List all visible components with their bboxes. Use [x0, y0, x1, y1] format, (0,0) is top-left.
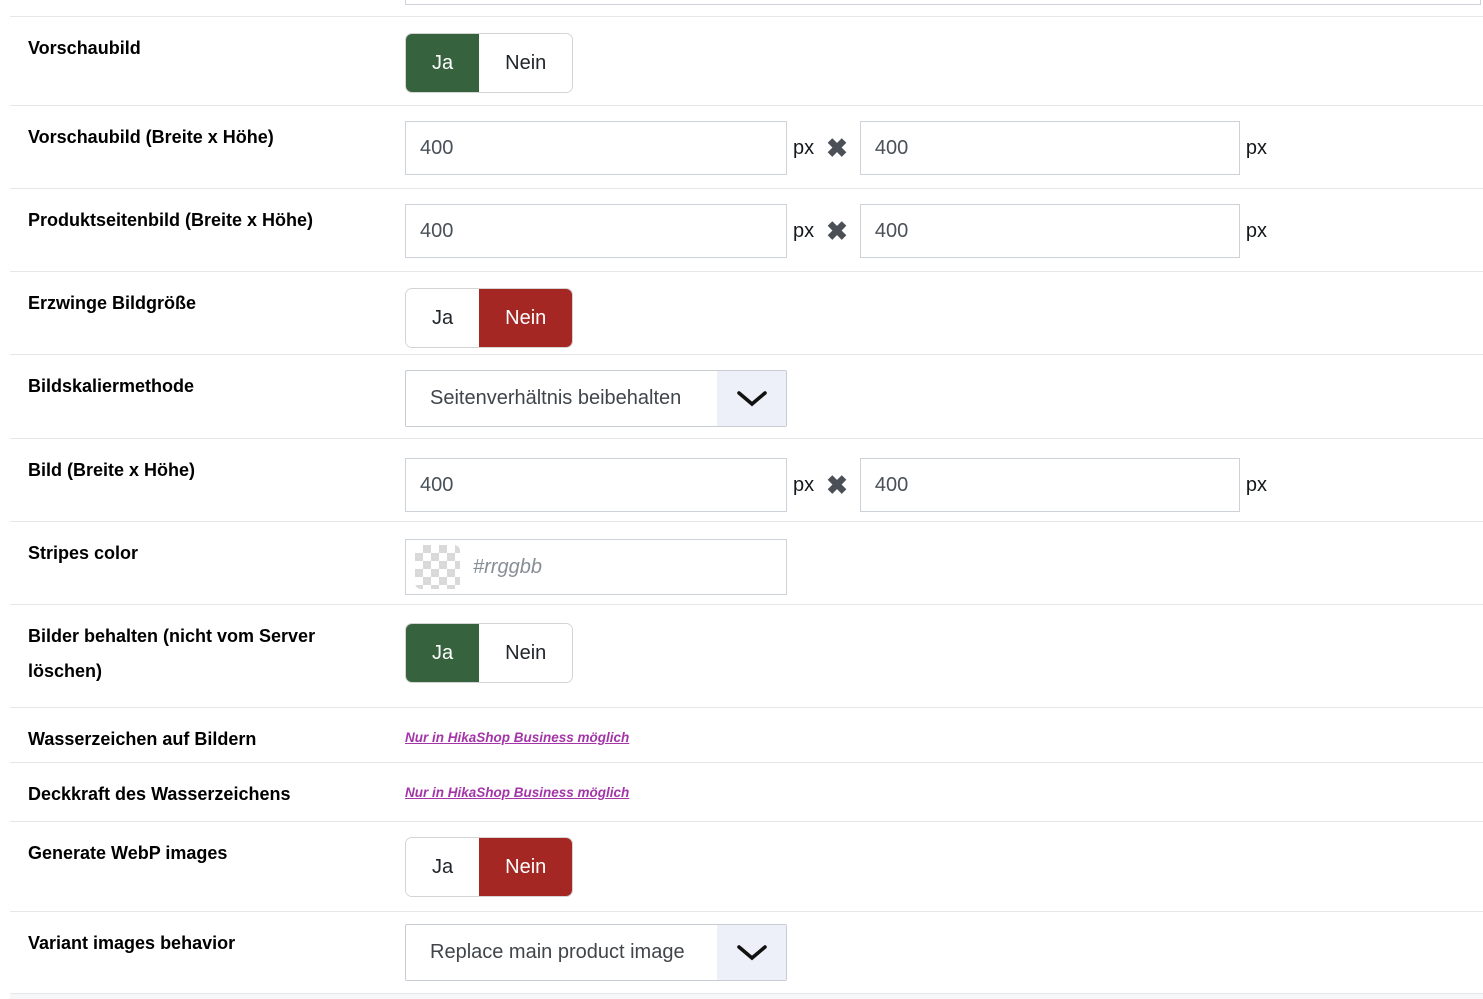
bild-size-label: Bild (Breite x Höhe): [10, 439, 405, 488]
stripes-color-input[interactable]: #rrggbb: [405, 539, 787, 595]
row-bildskaliermethode: Bildskaliermethode Seitenverhältnis beib…: [10, 354, 1483, 438]
chevron-down-icon: [717, 925, 786, 980]
x-separator-icon: ✖: [826, 121, 848, 175]
vorschaubild-label: Vorschaubild: [10, 17, 405, 66]
row-stripes-color: Stripes color #rrggbb: [10, 521, 1483, 604]
row-generate-webp: Generate WebP images Ja Nein: [10, 821, 1483, 911]
bildskaliermethode-label: Bildskaliermethode: [10, 355, 405, 404]
bilder-behalten-label: Bilder behalten (nicht vom Server lösche…: [10, 605, 405, 689]
row-bilder-behalten: Bilder behalten (nicht vom Server lösche…: [10, 604, 1483, 707]
vorschaubild-ja-button[interactable]: Ja: [406, 34, 479, 92]
hikashop-business-link[interactable]: Nur in HikaShop Business möglich: [405, 785, 629, 800]
x-separator-icon: ✖: [826, 458, 848, 512]
transparency-swatch-icon: [415, 545, 460, 589]
row-produktseitenbild-size: Produktseitenbild (Breite x Höhe) px ✖ p…: [10, 188, 1483, 271]
bilder-behalten-ja-button[interactable]: Ja: [406, 624, 479, 682]
stripes-color-placeholder: #rrggbb: [473, 556, 542, 579]
erzwinge-bildgroesse-nein-button[interactable]: Nein: [479, 289, 572, 347]
generate-webp-label: Generate WebP images: [10, 822, 405, 871]
erzwinge-bildgroesse-label: Erzwinge Bildgröße: [10, 272, 405, 321]
generate-webp-toggle: Ja Nein: [405, 837, 573, 897]
x-separator-icon: ✖: [826, 204, 848, 258]
bild-breite-unit: px: [793, 458, 814, 512]
previous-field-input[interactable]: [405, 0, 1481, 5]
stripes-color-label: Stripes color: [10, 522, 405, 571]
row-bild-size: Bild (Breite x Höhe) px ✖ px: [10, 438, 1483, 521]
variant-images-selected-value: Replace main product image: [406, 925, 717, 980]
produktseitenbild-breite-input[interactable]: [405, 204, 787, 258]
vorschaubild-size-label: Vorschaubild (Breite x Höhe): [10, 106, 405, 155]
chevron-down-icon: [717, 371, 786, 426]
wasserzeichen-label: Wasserzeichen auf Bildern: [10, 708, 405, 757]
deckkraft-wasserzeichen-label: Deckkraft des Wasserzeichens: [10, 763, 405, 812]
vorschaubild-breite-input[interactable]: [405, 121, 787, 175]
generate-webp-nein-button[interactable]: Nein: [479, 838, 572, 896]
bild-hoehe-input[interactable]: [860, 458, 1240, 512]
hikashop-business-link[interactable]: Nur in HikaShop Business möglich: [405, 730, 629, 745]
vorschaubild-nein-button[interactable]: Nein: [479, 34, 572, 92]
row-variant-images: Variant images behavior Replace main pro…: [10, 911, 1483, 993]
bilder-behalten-nein-button[interactable]: Nein: [479, 624, 572, 682]
hikashop-images-settings-panel: Vorschaubild Ja Nein Vorschaubild (Breit…: [0, 0, 1483, 999]
bild-hoehe-unit: px: [1246, 458, 1267, 512]
row-erzwinge-bildgroesse: Erzwinge Bildgröße Ja Nein: [10, 271, 1483, 354]
row-deckkraft-wasserzeichen: Deckkraft des Wasserzeichens Nur in Hika…: [10, 762, 1483, 821]
row-vorschaubild-size: Vorschaubild (Breite x Höhe) px ✖ px: [10, 105, 1483, 188]
bildskaliermethode-selected-value: Seitenverhältnis beibehalten: [406, 371, 717, 426]
variant-images-label: Variant images behavior: [10, 912, 405, 961]
generate-webp-ja-button[interactable]: Ja: [406, 838, 479, 896]
bilder-behalten-toggle: Ja Nein: [405, 623, 573, 683]
produktseitenbild-breite-unit: px: [793, 204, 814, 258]
vorschaubild-toggle: Ja Nein: [405, 33, 573, 93]
bildskaliermethode-select[interactable]: Seitenverhältnis beibehalten: [405, 370, 787, 427]
vorschaubild-hoehe-input[interactable]: [860, 121, 1240, 175]
bild-breite-input[interactable]: [405, 458, 787, 512]
vorschaubild-breite-unit: px: [793, 121, 814, 175]
produktseitenbild-hoehe-input[interactable]: [860, 204, 1240, 258]
erzwinge-bildgroesse-ja-button[interactable]: Ja: [406, 289, 479, 347]
row-vorschaubild: Vorschaubild Ja Nein: [10, 16, 1483, 105]
erzwinge-bildgroesse-toggle: Ja Nein: [405, 288, 573, 348]
vorschaubild-hoehe-unit: px: [1246, 121, 1267, 175]
row-wasserzeichen: Wasserzeichen auf Bildern Nur in HikaSho…: [10, 707, 1483, 762]
produktseitenbild-hoehe-unit: px: [1246, 204, 1267, 258]
produktseitenbild-size-label: Produktseitenbild (Breite x Höhe): [10, 189, 405, 238]
previous-row-partial: [0, 0, 1483, 16]
next-section-edge: [10, 993, 1483, 999]
variant-images-select[interactable]: Replace main product image: [405, 924, 787, 981]
